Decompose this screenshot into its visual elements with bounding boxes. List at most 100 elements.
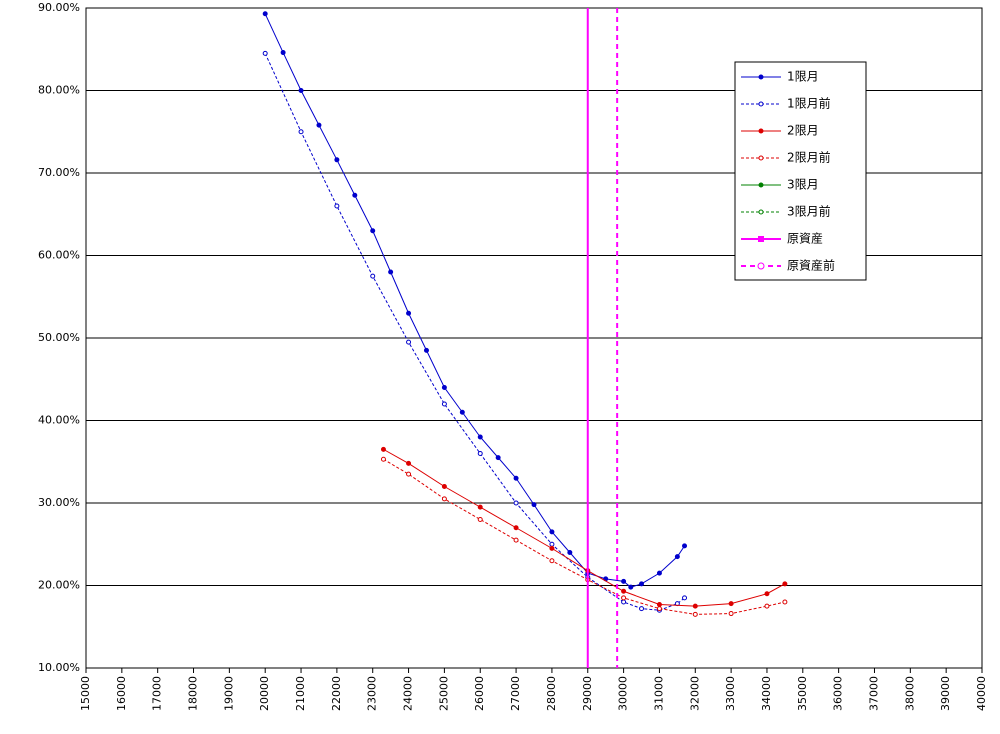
x-tick-label: 16000 [115, 676, 128, 711]
legend-label: 原資産前 [787, 258, 835, 273]
legend-marker [758, 182, 764, 188]
y-tick-label: 80.00% [38, 84, 80, 97]
data-point [370, 228, 376, 234]
data-point [549, 558, 555, 564]
data-point [674, 554, 680, 560]
series-line [383, 448, 786, 607]
x-tick-label: 39000 [939, 676, 952, 711]
data-point [334, 203, 340, 209]
x-tick-label: 38000 [903, 676, 916, 711]
data-point [549, 541, 555, 547]
data-point [621, 599, 627, 605]
x-tick-label: 33000 [724, 676, 737, 711]
data-point [639, 581, 645, 587]
data-point [406, 339, 412, 345]
data-point [477, 504, 483, 510]
x-tick-label: 34000 [760, 676, 773, 711]
legend-box [734, 61, 867, 281]
legend-marker [758, 155, 764, 161]
data-point [441, 385, 447, 390]
legend-label: 3限月前 [787, 204, 831, 219]
legend-marker [758, 101, 764, 107]
x-tick-label: 26000 [473, 676, 486, 711]
x-tick-label: 31000 [652, 676, 665, 711]
data-point [262, 50, 268, 56]
series-line [383, 458, 785, 615]
data-point [656, 570, 662, 576]
data-point [682, 543, 688, 549]
y-tick-label: 40.00% [38, 414, 80, 427]
data-point [656, 606, 662, 612]
data-point [728, 611, 734, 617]
y-tick-label: 30.00% [38, 496, 80, 509]
data-point [567, 550, 573, 555]
data-point [262, 11, 268, 17]
legend-marker [758, 74, 764, 80]
data-point [628, 584, 634, 590]
x-tick-label: 18000 [187, 676, 200, 711]
y-tick-label: 60.00% [38, 249, 80, 262]
data-point [406, 310, 412, 316]
data-point [298, 88, 304, 93]
data-point [682, 595, 688, 601]
y-tick-label: 50.00% [38, 331, 80, 344]
data-point [692, 603, 698, 609]
data-point [513, 475, 519, 481]
data-point [782, 581, 788, 587]
x-tick-label: 23000 [366, 676, 379, 711]
data-point [549, 545, 555, 551]
data-point [477, 451, 483, 456]
legend-label: 原資産 [787, 231, 823, 246]
data-point [280, 50, 286, 56]
data-point [352, 192, 358, 198]
y-tick-label: 90.00% [38, 1, 80, 14]
data-point [621, 595, 627, 601]
x-tick-label: 15000 [79, 676, 92, 711]
data-point [692, 611, 698, 617]
x-tick-label: 30000 [617, 676, 630, 711]
y-tick-label: 70.00% [38, 166, 80, 179]
x-tick-label: 40000 [975, 676, 988, 711]
legend-label: 3限月 [787, 178, 819, 192]
data-point [380, 456, 386, 462]
data-point [513, 525, 519, 531]
data-point [388, 269, 394, 275]
data-point [477, 434, 483, 440]
data-point [531, 502, 537, 508]
x-tick-label: 20000 [258, 676, 271, 711]
data-point [513, 500, 519, 506]
y-tick-label: 20.00% [38, 579, 80, 592]
data-point [764, 603, 770, 609]
data-point [441, 401, 447, 407]
x-tick-label: 19000 [222, 676, 235, 711]
data-point [441, 496, 447, 502]
x-tick-label: 24000 [402, 676, 415, 711]
data-point [495, 455, 501, 461]
legend-label: 2限月前 [787, 150, 831, 165]
data-point [423, 347, 429, 353]
data-point [549, 529, 555, 535]
x-tick-label: 27000 [509, 676, 522, 711]
legend-marker [758, 209, 764, 215]
data-point [764, 591, 770, 597]
data-point [477, 517, 483, 522]
data-point [728, 601, 734, 607]
data-point [380, 446, 386, 452]
x-tick-label: 35000 [796, 676, 809, 711]
x-tick-label: 29000 [581, 676, 594, 711]
plot-border [85, 7, 983, 669]
data-point [298, 129, 304, 135]
legend-label: 1限月 [787, 70, 819, 84]
legend-marker [757, 262, 765, 270]
legend-label: 1限月前 [787, 96, 831, 111]
data-point [441, 484, 447, 489]
data-point [513, 537, 519, 543]
x-tick-label: 21000 [294, 676, 307, 711]
x-tick-label: 17000 [151, 676, 164, 711]
series-line [264, 53, 685, 611]
data-point [334, 157, 340, 163]
x-tick-label: 25000 [437, 676, 450, 711]
x-tick-label: 22000 [330, 676, 343, 711]
data-point [782, 599, 788, 605]
